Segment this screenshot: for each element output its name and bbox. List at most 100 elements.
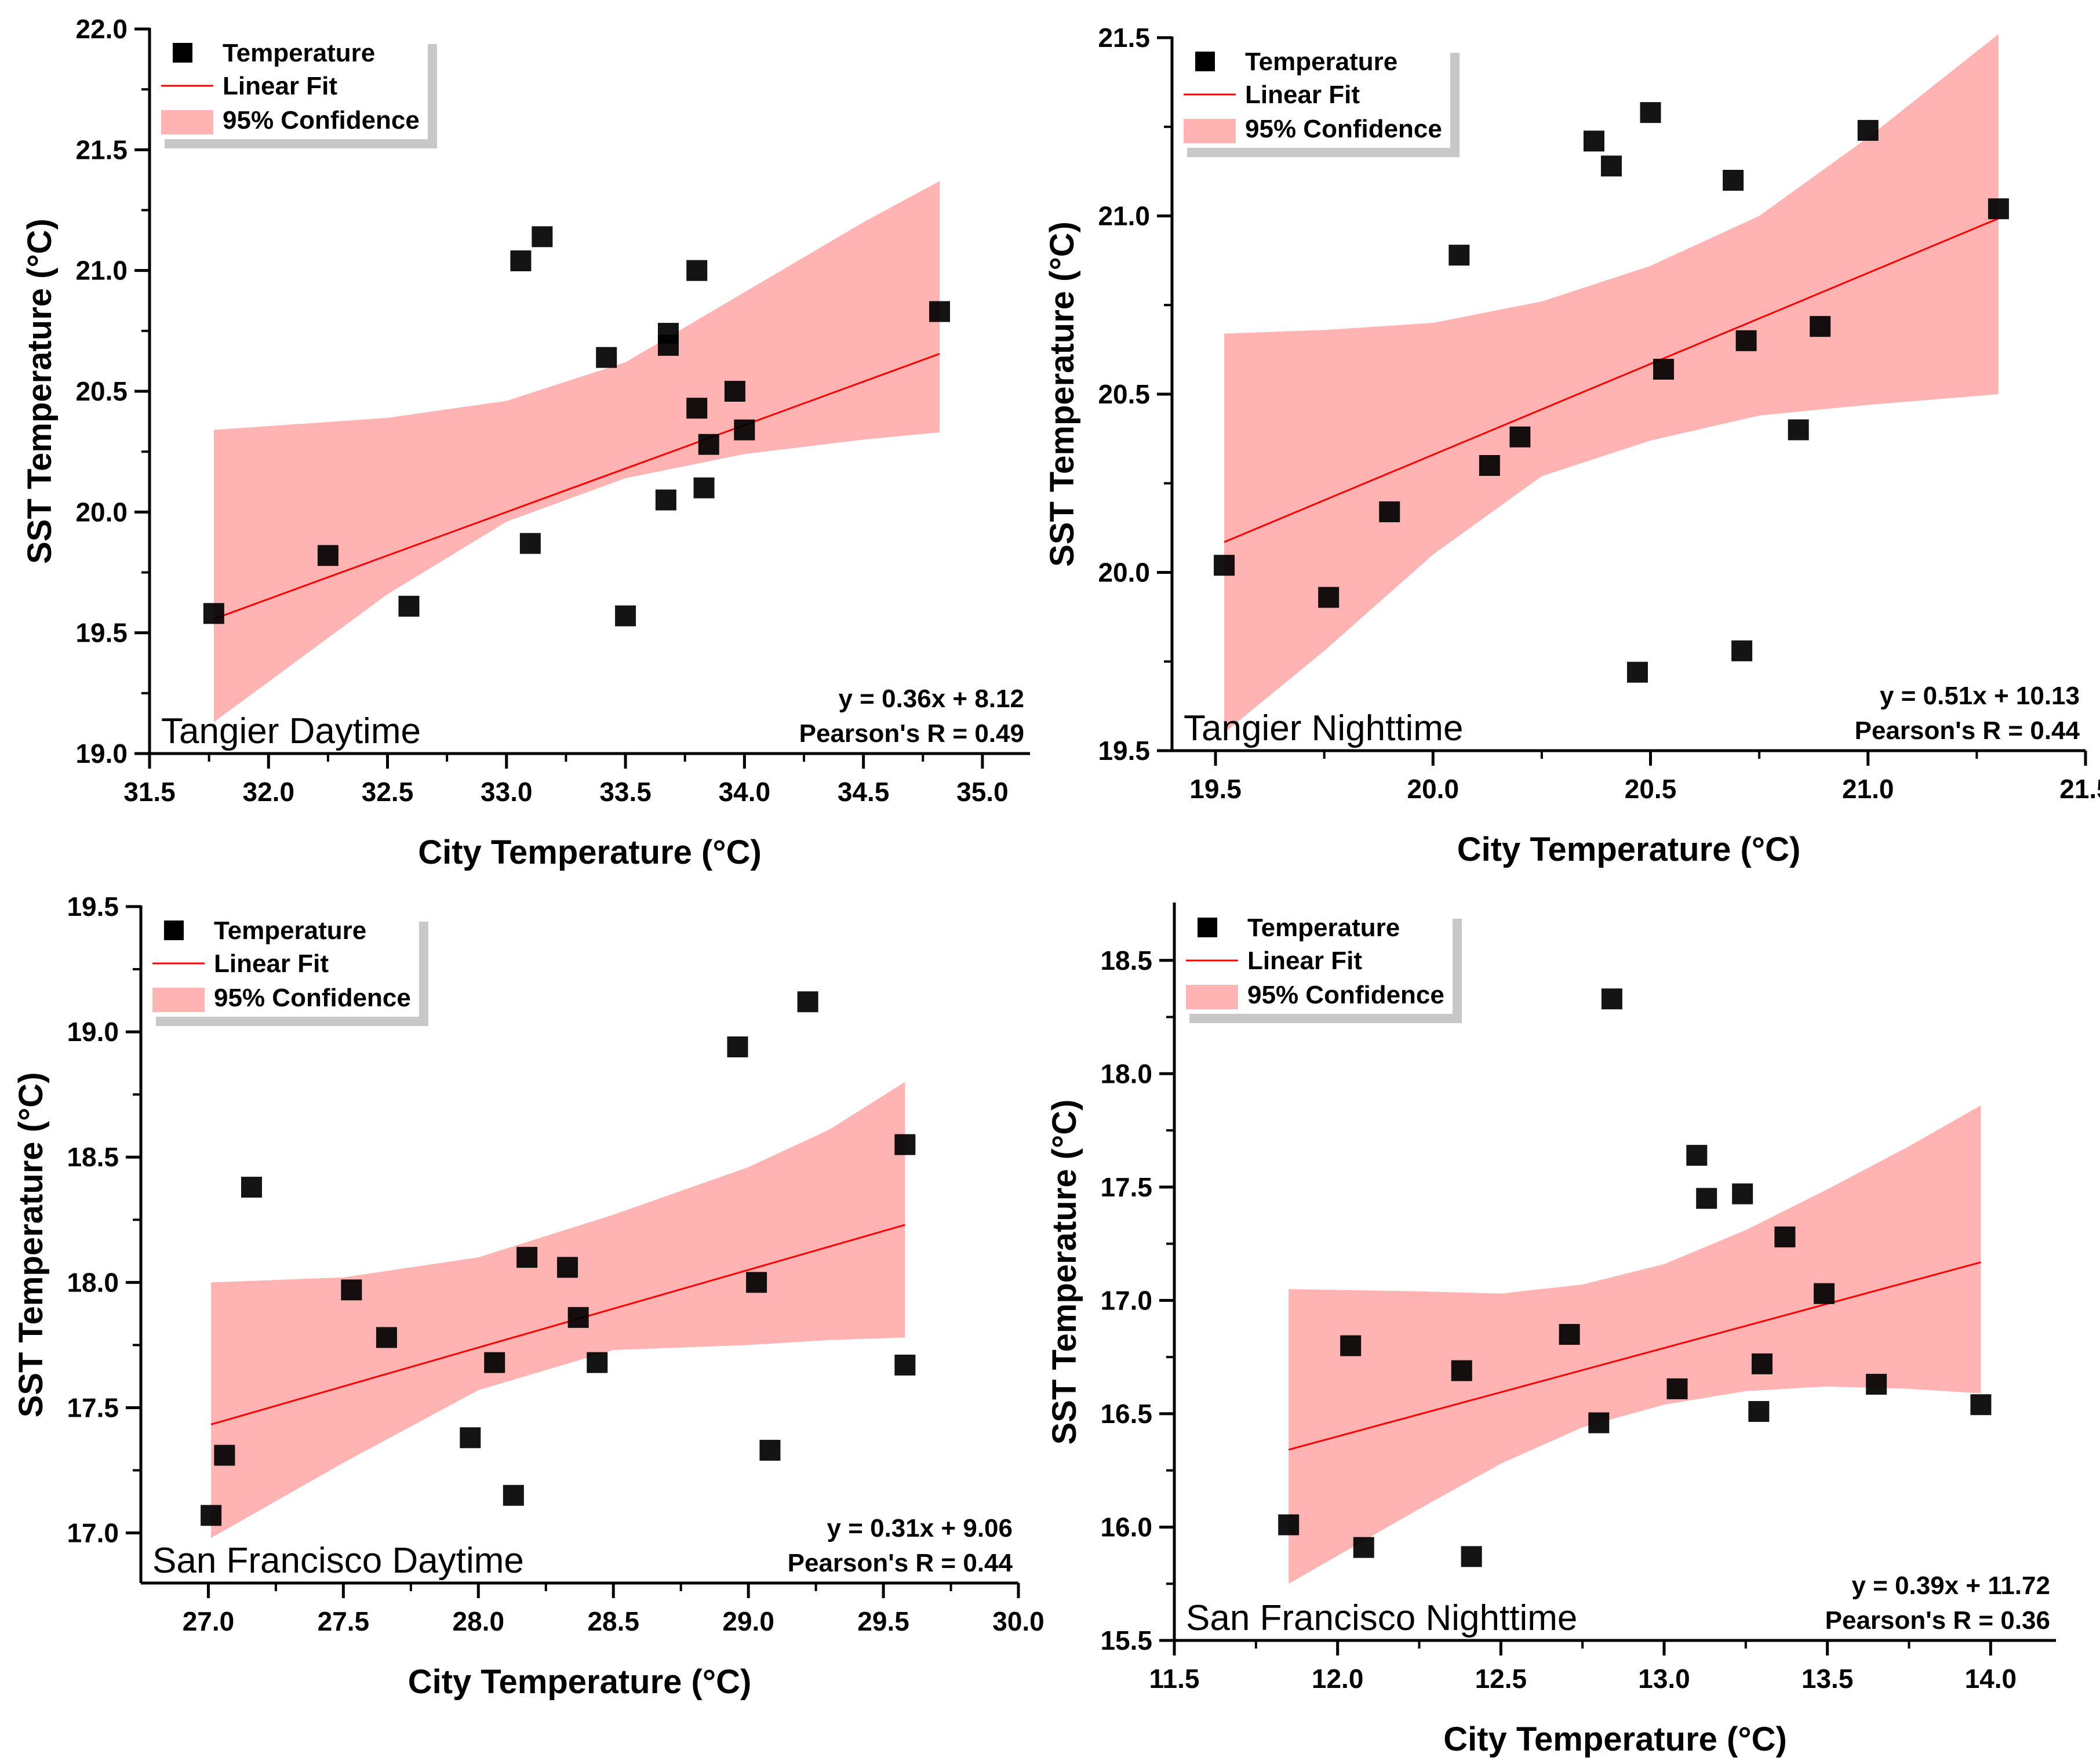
data-point (657, 334, 679, 356)
data-point (615, 605, 636, 627)
data-point (1583, 130, 1604, 152)
chart-san-francisco-daytime: 27.0 27.5 28.0 28.5 29.0 29.5 30.0 17.0 17.5 18.0… (0, 880, 1050, 1761)
fit-equation: y = 0.36x + 8.12 (838, 685, 1024, 713)
x-tick-label: 11.5 (1149, 1664, 1200, 1694)
y-tick-label: 16.5 (1100, 1399, 1152, 1429)
y-tick-label: 22.0 (75, 14, 128, 44)
y-tick-label: 19.0 (67, 1017, 119, 1047)
pearson-r: Pearson's R = 0.44 (788, 1549, 1013, 1577)
data-point (1340, 1335, 1362, 1356)
x-axis-label: City Temperature (°C) (1443, 1720, 1787, 1758)
chart-title: Tangier Daytime (161, 711, 421, 751)
legend-marker-temperature (1195, 52, 1215, 71)
data-point (1810, 316, 1831, 337)
y-tick-label: 19.5 (67, 892, 119, 922)
x-tick-label: 29.5 (857, 1606, 909, 1636)
data-point (746, 1272, 767, 1293)
chart-tangier-daytime: 31.5 32.0 32.5 33.0 33.5 34.0 34.5 35.0 19.0 19.5… (0, 0, 1050, 880)
confidence-band (213, 181, 940, 722)
y-axis-label: SST Temperature (°C) (1046, 1100, 1083, 1445)
data-point (1686, 1145, 1708, 1166)
data-point (516, 1247, 538, 1268)
x-tick-label: 30.0 (992, 1606, 1044, 1636)
legend-label-confidence: 95% Confidence (223, 106, 420, 134)
data-point (727, 1036, 748, 1058)
chart-svg: 31.5 32.0 32.5 33.0 33.5 34.0 34.5 35.0 19.0 19.5… (21, 14, 1030, 871)
x-axis-label: City Temperature (°C) (1457, 831, 1801, 868)
y-tick-label: 18.5 (67, 1142, 119, 1172)
x-tick-label: 28.0 (453, 1606, 505, 1636)
data-point (1774, 1226, 1796, 1247)
data-point (1509, 426, 1531, 447)
data-point (1970, 1394, 1992, 1416)
pearson-r: Pearson's R = 0.49 (799, 719, 1024, 748)
x-axis-label: City Temperature (°C) (418, 834, 762, 871)
data-point (1857, 119, 1879, 141)
y-tick-label: 21.0 (75, 256, 128, 286)
x-tick-label: 20.0 (1407, 774, 1460, 804)
data-point (655, 489, 676, 511)
data-point (686, 398, 708, 419)
data-point (587, 1352, 608, 1373)
y-tick-label: 21.5 (75, 134, 128, 165)
chart-svg: 19.5 20.0 20.5 21.0 21.5 19.5 20.0 20.5 21.0 21.5… (1043, 23, 2100, 868)
data-point (1814, 1283, 1835, 1304)
legend-label-temperature: Temperature (223, 39, 375, 67)
x-tick-label: 28.5 (587, 1606, 639, 1636)
chart-title: San Francisco Daytime (152, 1541, 524, 1581)
y-tick-label: 20.5 (75, 376, 128, 406)
y-tick-label: 17.0 (67, 1518, 119, 1548)
data-point (1732, 1183, 1753, 1205)
y-tick-label: 16.0 (1100, 1512, 1152, 1542)
data-point (1640, 102, 1661, 123)
data-point (1353, 1537, 1374, 1558)
legend-label-fit: Linear Fit (214, 949, 329, 978)
data-point (1318, 587, 1340, 608)
confidence-band (1289, 1105, 1981, 1584)
data-point (1788, 419, 1809, 441)
data-point (1653, 358, 1675, 380)
chart-tangier-nighttime: 19.5 20.0 20.5 21.0 21.5 19.5 20.0 20.5 21.0 21.5… (1043, 0, 2100, 880)
data-point (1696, 1188, 1717, 1209)
chart-san-francisco-nighttime: 11.5 12.0 12.5 13.0 13.5 14.0 15.5 16.0 16.5 17.0… (1046, 880, 2100, 1761)
data-point (1752, 1353, 1773, 1374)
confidence-band (1224, 34, 1999, 733)
data-point (1461, 1546, 1482, 1567)
data-point (503, 1485, 524, 1506)
data-point (241, 1177, 262, 1198)
data-point (1214, 555, 1235, 576)
x-tick-label: 31.5 (123, 777, 176, 807)
data-point (1866, 1374, 1887, 1395)
data-point (376, 1327, 397, 1348)
x-tick-label: 27.0 (183, 1606, 235, 1636)
data-point (557, 1257, 578, 1278)
data-point (759, 1439, 781, 1461)
pearson-r: Pearson's R = 0.36 (1825, 1606, 2050, 1635)
y-tick-label: 18.0 (1100, 1058, 1152, 1089)
data-point (1735, 330, 1757, 351)
x-tick-label: 32.5 (362, 777, 414, 807)
data-point (1379, 501, 1400, 522)
data-point (1278, 1514, 1300, 1536)
y-axis-label: SST Temperature (°C) (12, 1072, 50, 1418)
data-point (510, 250, 532, 271)
data-point (203, 603, 224, 624)
y-axis-label: SST Temperature (°C) (1043, 221, 1081, 567)
fit-line (1288, 1261, 1981, 1451)
y-tick-label: 18.5 (1100, 945, 1152, 976)
data-point (724, 381, 745, 402)
data-point (1988, 198, 2009, 220)
legend-label-confidence: 95% Confidence (1245, 115, 1442, 143)
y-tick-label: 19.0 (75, 738, 128, 769)
y-tick-label: 20.0 (1098, 558, 1150, 588)
data-point (596, 347, 617, 368)
x-tick-label: 27.5 (318, 1606, 370, 1636)
x-tick-label: 19.5 (1189, 774, 1242, 804)
y-tick-label: 20.0 (75, 497, 128, 527)
data-point (484, 1352, 505, 1373)
data-point (1448, 245, 1470, 266)
data-point (398, 595, 420, 617)
y-axis-label: SST Temperature (°C) (21, 219, 59, 564)
y-tick-label: 21.5 (1098, 23, 1150, 53)
x-tick-label: 33.5 (599, 777, 652, 807)
